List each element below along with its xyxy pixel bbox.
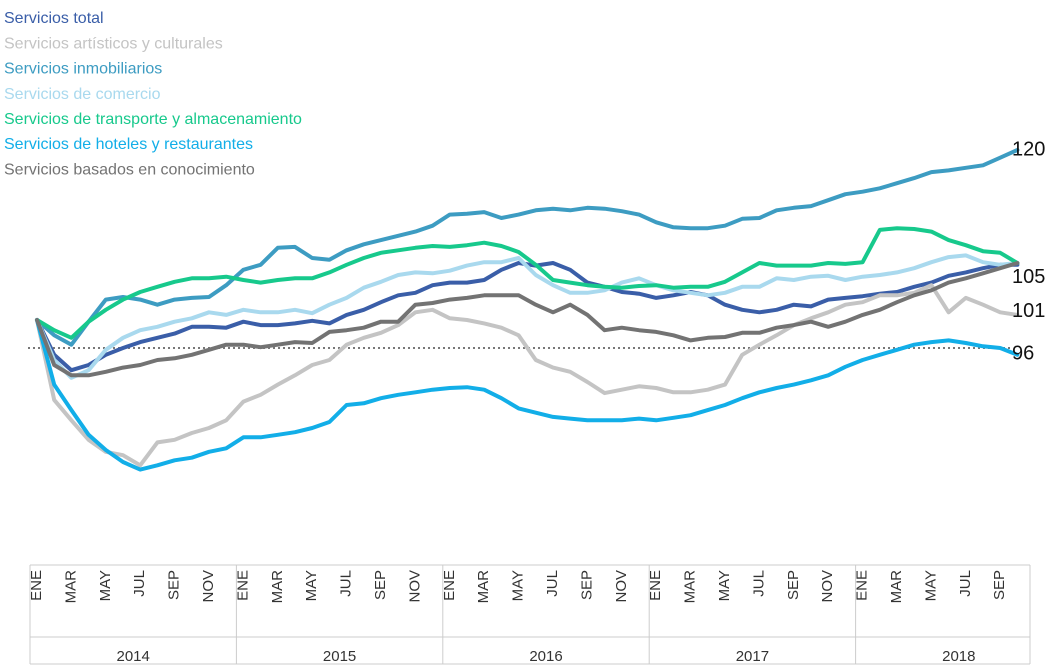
x-tick-label: JUL (750, 570, 767, 597)
x-tick-label: NOV (613, 570, 630, 603)
year-label: 2018 (942, 648, 975, 665)
x-tick-label: ENE (854, 570, 871, 601)
legend-entry: Servicios basados en conocimiento (4, 161, 255, 178)
legend-entry: Servicios inmobiliarios (4, 61, 162, 78)
legend: Servicios total Servicios artísticos y cu… (4, 10, 302, 178)
x-axis-frame (30, 564, 1030, 665)
x-tick-label: MAR (475, 570, 492, 604)
year-label: 2014 (117, 648, 150, 665)
year-label: 2015 (323, 648, 356, 665)
x-tick-label: JUL (338, 570, 355, 597)
x-tick-label: NOV (200, 570, 217, 603)
x-tick-label: MAR (269, 570, 286, 604)
year-label: 2016 (529, 648, 562, 665)
x-tick-label: MAY (510, 570, 527, 601)
x-tick-label: NOV (819, 570, 836, 603)
x-tick-label: JUL (957, 570, 974, 597)
legend-entry: Servicios de comercio (4, 86, 161, 103)
x-tick-label: SEP (991, 570, 1008, 600)
legend-entry: Servicios de transporte y almacenamiento (4, 111, 302, 128)
series-line (35, 261, 1020, 378)
legend-entry: Servicios artísticos y culturales (4, 35, 223, 52)
series-line (35, 148, 1020, 347)
x-tick-label: MAR (888, 570, 905, 604)
end-label: 96 (1012, 342, 1034, 364)
x-tick-label: SEP (166, 570, 183, 600)
x-tick-label: ENE (441, 570, 458, 601)
x-tick-label: ENE (28, 570, 45, 601)
x-tick-label: MAR (62, 570, 79, 604)
x-tick-label: SEP (578, 570, 595, 600)
series-line (35, 283, 1020, 468)
x-tick-label: MAY (303, 570, 320, 601)
legend-entry: Servicios de hoteles y restaurantes (4, 136, 253, 153)
x-tick-label: NOV (406, 570, 423, 603)
series-line (35, 318, 1020, 472)
series-line (35, 226, 1020, 340)
x-tick-label: MAY (97, 570, 114, 601)
x-tick-label: MAY (922, 570, 939, 601)
series-line (35, 253, 1020, 380)
x-tick-label: JUL (131, 570, 148, 597)
x-tick-label: SEP (372, 570, 389, 600)
year-label: 2017 (736, 648, 769, 665)
x-tick-label: ENE (647, 570, 664, 601)
x-tick-label: MAR (682, 570, 699, 604)
x-tick-label: SEP (785, 570, 802, 600)
legend-entry: Servicios total (4, 10, 104, 27)
end-label: 101 (1012, 300, 1045, 322)
end-label: 120 (1012, 138, 1045, 160)
x-tick-label: JUL (544, 570, 561, 597)
end-label: 105 (1012, 266, 1045, 288)
x-tick-label: ENE (234, 570, 251, 601)
x-tick-label: MAY (716, 570, 733, 601)
